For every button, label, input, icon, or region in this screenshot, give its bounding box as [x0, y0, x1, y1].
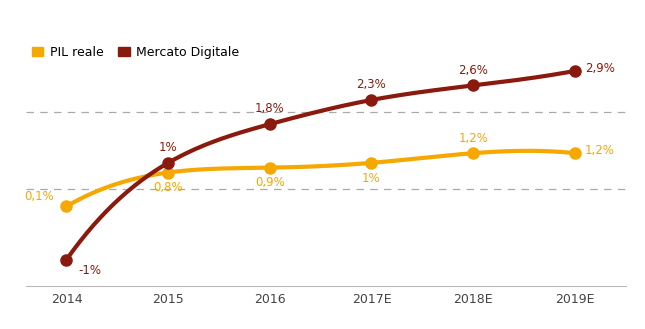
Text: 1,8%: 1,8%: [255, 102, 284, 115]
Text: 1%: 1%: [362, 171, 381, 185]
Text: 1,2%: 1,2%: [585, 144, 615, 157]
Text: 1%: 1%: [159, 141, 177, 154]
Text: 0,9%: 0,9%: [255, 176, 284, 190]
Text: 0,1%: 0,1%: [25, 190, 54, 203]
Text: 1,2%: 1,2%: [458, 132, 488, 145]
Text: 2,9%: 2,9%: [585, 62, 615, 75]
Text: 2,3%: 2,3%: [357, 78, 386, 91]
Text: 0,8%: 0,8%: [154, 181, 183, 194]
Text: -1%: -1%: [79, 265, 102, 277]
Legend: PIL reale, Mercato Digitale: PIL reale, Mercato Digitale: [32, 46, 239, 59]
Text: 2,6%: 2,6%: [458, 64, 488, 77]
